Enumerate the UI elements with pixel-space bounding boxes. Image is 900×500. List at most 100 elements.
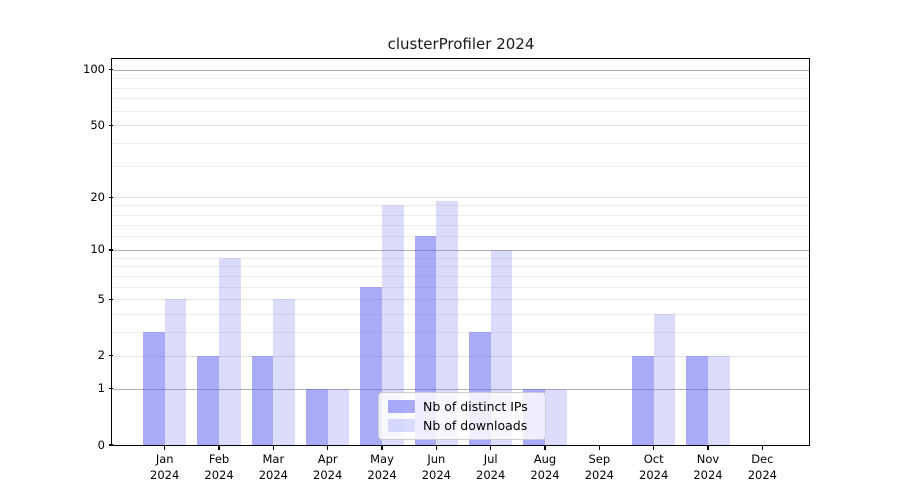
x-axis-month-line: Feb (208, 452, 230, 466)
y-tick-mark (108, 68, 113, 71)
x-axis-month-line: Aug (533, 452, 557, 466)
y-axis-tick-label: 2 (97, 348, 105, 363)
legend-label-distinct-ips: Nb of distinct IPs (423, 399, 528, 414)
bar-distinct-ips (631, 355, 654, 445)
bar-distinct-ips (251, 355, 274, 445)
chart-title: clusterProfiler 2024 (387, 35, 535, 53)
x-axis-year-line: 2024 (530, 467, 560, 482)
bar-downloads (273, 299, 296, 445)
x-axis-year-line: 2024 (584, 467, 614, 482)
y-axis-tick-label: 50 (90, 117, 105, 132)
x-tick-mark (544, 445, 546, 450)
bar-distinct-ips (197, 355, 220, 445)
y-tick-mark (108, 249, 113, 251)
x-axis-year-line: 2024 (476, 467, 506, 482)
y-tick-mark (108, 388, 113, 390)
x-axis-month-label: Jun 2024 (408, 452, 464, 483)
gridline-minor (113, 275, 809, 277)
bar-downloads (164, 299, 187, 445)
y-axis-tick-label: 5 (97, 291, 105, 306)
y-axis-tick-label: 10 (90, 242, 105, 257)
gridline-major (113, 197, 809, 199)
gridline-minor (113, 165, 809, 167)
bar-downloads (708, 355, 730, 445)
x-tick-mark (381, 445, 383, 450)
x-axis-month-line: Nov (696, 452, 720, 466)
gridline-major (113, 125, 809, 127)
y-axis-tick-label: 20 (90, 189, 105, 204)
gridline-decade (113, 249, 809, 252)
legend-entry-distinct-ips: Nb of distinct IPs (388, 399, 537, 414)
legend: Nb of distinct IPs Nb of downloads (378, 392, 546, 440)
x-axis-month-label: Apr 2024 (300, 452, 356, 483)
x-tick-mark (272, 445, 274, 450)
gridline-minor (113, 110, 809, 112)
gridline-minor (113, 286, 809, 288)
x-tick-mark (327, 445, 329, 450)
bar-distinct-ips (305, 388, 328, 445)
bar-downloads (327, 388, 350, 445)
x-axis-year-line: 2024 (747, 467, 777, 482)
y-tick-mark (108, 444, 113, 446)
legend-swatch-distinct-ips (388, 400, 415, 413)
gridline-major (113, 299, 809, 301)
x-tick-mark (490, 445, 492, 450)
x-axis-month-label: Jan 2024 (137, 452, 193, 483)
gridline-decade (113, 388, 809, 390)
gridline-minor (113, 87, 809, 89)
x-axis-month-label: Jul 2024 (463, 452, 519, 483)
x-axis-year-line: 2024 (639, 467, 669, 482)
x-axis-month-label: Feb 2024 (191, 452, 247, 483)
y-tick-mark (108, 355, 113, 357)
x-tick-mark (598, 445, 600, 450)
y-tick-mark (108, 124, 113, 126)
y-axis-tick-label: 0 (97, 437, 105, 452)
x-axis-year-line: 2024 (258, 467, 288, 482)
bar-distinct-ips (143, 332, 165, 445)
x-axis-month-line: May (370, 452, 394, 466)
x-axis-month-label: Aug 2024 (517, 452, 573, 483)
x-axis-year-line: 2024 (693, 467, 723, 482)
x-axis-month-line: Mar (262, 452, 285, 466)
bar-downloads (545, 388, 567, 445)
x-axis-month-label: Dec 2024 (734, 452, 790, 483)
bar-downloads (436, 201, 459, 445)
y-axis-tick-label: 1 (97, 381, 105, 396)
legend-label-downloads: Nb of downloads (423, 418, 528, 433)
gridline-minor (113, 332, 809, 334)
x-axis-year-line: 2024 (367, 467, 397, 482)
x-axis-year-line: 2024 (313, 467, 343, 482)
y-tick-mark (108, 298, 113, 300)
gridline-minor (113, 236, 809, 238)
x-axis-month-line: Jun (427, 452, 446, 466)
gridline-minor (113, 257, 809, 259)
x-axis-month-label: Mar 2024 (245, 452, 301, 483)
x-axis-month-label: Sep 2024 (571, 452, 627, 483)
bar-downloads (219, 257, 241, 445)
gridline-minor (113, 205, 809, 207)
x-axis-year-line: 2024 (204, 467, 234, 482)
bar-downloads (653, 314, 676, 445)
x-axis-month-label: Nov 2024 (680, 452, 736, 483)
bar-distinct-ips (686, 355, 708, 445)
x-axis-month-label: Oct 2024 (626, 452, 682, 483)
x-axis-month-line: Dec (751, 452, 774, 466)
x-axis-month-label: May 2024 (354, 452, 410, 483)
x-tick-mark (435, 445, 437, 450)
x-tick-mark (761, 445, 763, 450)
x-axis-year-line: 2024 (421, 467, 451, 482)
x-axis-year-line: 2024 (150, 467, 180, 482)
y-tick-mark (108, 196, 113, 198)
x-tick-mark (218, 445, 220, 450)
y-axis-tick-label: 100 (83, 62, 105, 77)
x-axis-month-line: Jan (155, 452, 174, 466)
legend-entry-downloads: Nb of downloads (388, 418, 537, 433)
x-tick-mark (707, 445, 709, 450)
gridline-minor (113, 224, 809, 226)
gridline-minor (113, 142, 809, 144)
x-axis-month-line: Apr (317, 452, 338, 466)
bar-distinct-ips (360, 286, 382, 445)
x-axis-month-line: Oct (643, 452, 664, 466)
x-axis-month-line: Jul (483, 452, 498, 466)
